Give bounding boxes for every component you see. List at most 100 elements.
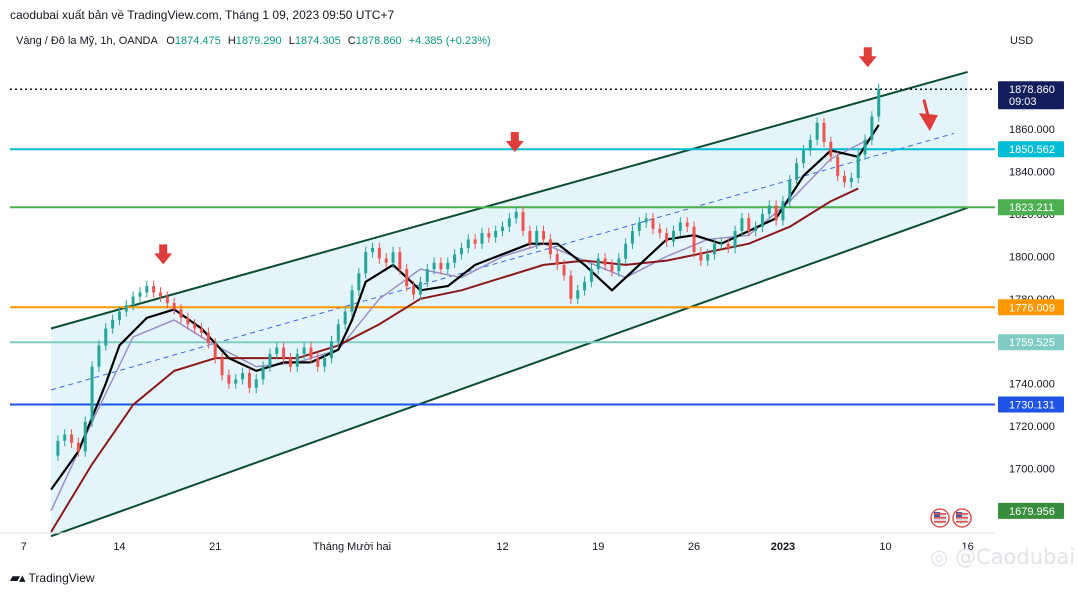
- candle-body: [713, 243, 717, 255]
- candle-body: [603, 258, 607, 265]
- candle-body: [412, 286, 416, 295]
- candle-body: [124, 305, 128, 312]
- candle-body: [453, 254, 457, 263]
- candle: [843, 170, 847, 188]
- y-tick-label: 1700.000: [1009, 463, 1055, 475]
- down-arrow-annotation-2[interactable]: [858, 47, 877, 68]
- flag-canton: [934, 512, 940, 518]
- price-axis-badge-2[interactable]: 1823.211: [998, 199, 1064, 216]
- flag-canton: [956, 512, 962, 518]
- candle: [213, 338, 217, 364]
- price-axis-badge-3[interactable]: 1776.009: [998, 299, 1064, 316]
- candle: [672, 225, 676, 247]
- candle-body: [343, 311, 347, 325]
- candle-body: [658, 228, 662, 234]
- candle: [494, 225, 498, 243]
- candle: [699, 246, 703, 266]
- y-tick-label: 1720.000: [1009, 421, 1055, 433]
- candle: [172, 297, 176, 315]
- candle: [617, 253, 621, 277]
- price-axis-badge-4[interactable]: 1759.525: [998, 334, 1064, 351]
- candle-body: [473, 239, 477, 244]
- candle-body: [576, 290, 580, 299]
- candle: [282, 342, 286, 364]
- price-badge-label: 1823.211: [1009, 202, 1054, 214]
- candle: [589, 263, 593, 288]
- event-flags[interactable]: [930, 508, 972, 528]
- candle-body: [740, 218, 744, 231]
- price-badge-bg: [998, 502, 1064, 519]
- arrow-shaft: [159, 244, 168, 255]
- candle: [371, 242, 375, 258]
- price-axis[interactable]: 1700.0001720.0001740.0001780.0001800.000…: [998, 81, 1064, 519]
- candle: [391, 246, 395, 269]
- candle-body: [261, 366, 265, 380]
- annotations-layer: [154, 47, 938, 265]
- down-arrow-annotation-0[interactable]: [154, 244, 173, 265]
- candle: [836, 151, 840, 182]
- candle-body: [521, 211, 525, 231]
- candle-body: [384, 258, 388, 263]
- channel-upper-line[interactable]: [50, 70, 968, 330]
- candle: [856, 149, 860, 184]
- candle-body: [501, 226, 504, 231]
- candle: [425, 263, 429, 288]
- candle-body: [815, 122, 819, 140]
- tradingview-logo[interactable]: ▰▴ TradingView: [10, 570, 95, 586]
- candle-body: [97, 345, 101, 367]
- candle: [501, 221, 504, 237]
- price-badge-bg: [998, 299, 1064, 316]
- candle-body: [528, 230, 532, 244]
- price-badge-bg: [998, 334, 1064, 351]
- channel-mid-line[interactable]: [50, 132, 955, 391]
- candle: [309, 342, 313, 364]
- close-value: 1878.860: [355, 35, 402, 47]
- watermark-text: @Caodubai: [955, 545, 1076, 569]
- publisher-header: caodubai xuất bản về TradingView.com, Th…: [10, 8, 394, 22]
- candle-body: [494, 230, 498, 238]
- candle-body: [241, 373, 245, 380]
- candle: [329, 335, 333, 364]
- channel-lower-line[interactable]: [50, 206, 968, 538]
- symbol-name[interactable]: Vàng / Đô la Mỹ, 1h, OANDA: [16, 35, 158, 47]
- y-tick-label: 1800.000: [1009, 251, 1055, 263]
- price-axis-badge-5[interactable]: 1730.131: [998, 396, 1064, 413]
- candle: [528, 225, 532, 249]
- arrow-shaft: [922, 99, 930, 116]
- candle-body: [685, 222, 689, 227]
- candle-body: [672, 230, 676, 242]
- candle: [405, 263, 409, 292]
- price-badge-bg: [998, 396, 1064, 413]
- candle: [76, 437, 80, 457]
- candle-body: [719, 243, 723, 245]
- candle-body: [104, 328, 108, 346]
- candle: [767, 200, 771, 220]
- high-label: H: [227, 35, 236, 47]
- candle-body: [487, 233, 491, 238]
- price-axis-badge-1[interactable]: 1850.562: [998, 141, 1064, 158]
- candle-body: [371, 247, 375, 253]
- candle: [678, 217, 682, 237]
- us-flag-event-icon[interactable]: [930, 508, 950, 528]
- candle: [822, 117, 826, 148]
- price-axis-badge-6[interactable]: 1679.956: [998, 502, 1064, 519]
- us-flag-event-icon[interactable]: [952, 508, 972, 528]
- long-down-arrow-annotation-3[interactable]: [918, 99, 938, 132]
- time-axis[interactable]: 7 14 21 Tháng Mười hai 12 19 26 2023 10 16: [0, 532, 995, 553]
- down-arrow-annotation-1[interactable]: [505, 132, 524, 153]
- price-badge-bg: [998, 81, 1064, 110]
- currency-label[interactable]: USD: [1010, 35, 1034, 47]
- candle: [583, 276, 587, 296]
- candle: [788, 174, 792, 207]
- candle: [740, 212, 744, 237]
- candle: [70, 429, 74, 449]
- price-badge-label: 1759.525: [1009, 337, 1055, 349]
- candle-body: [220, 358, 224, 376]
- candle-body: [165, 296, 169, 304]
- high-value: 1879.290: [235, 35, 282, 47]
- candle: [439, 257, 443, 275]
- candle-body: [323, 358, 327, 367]
- change-value: +4.385 (+0.23%): [408, 35, 491, 47]
